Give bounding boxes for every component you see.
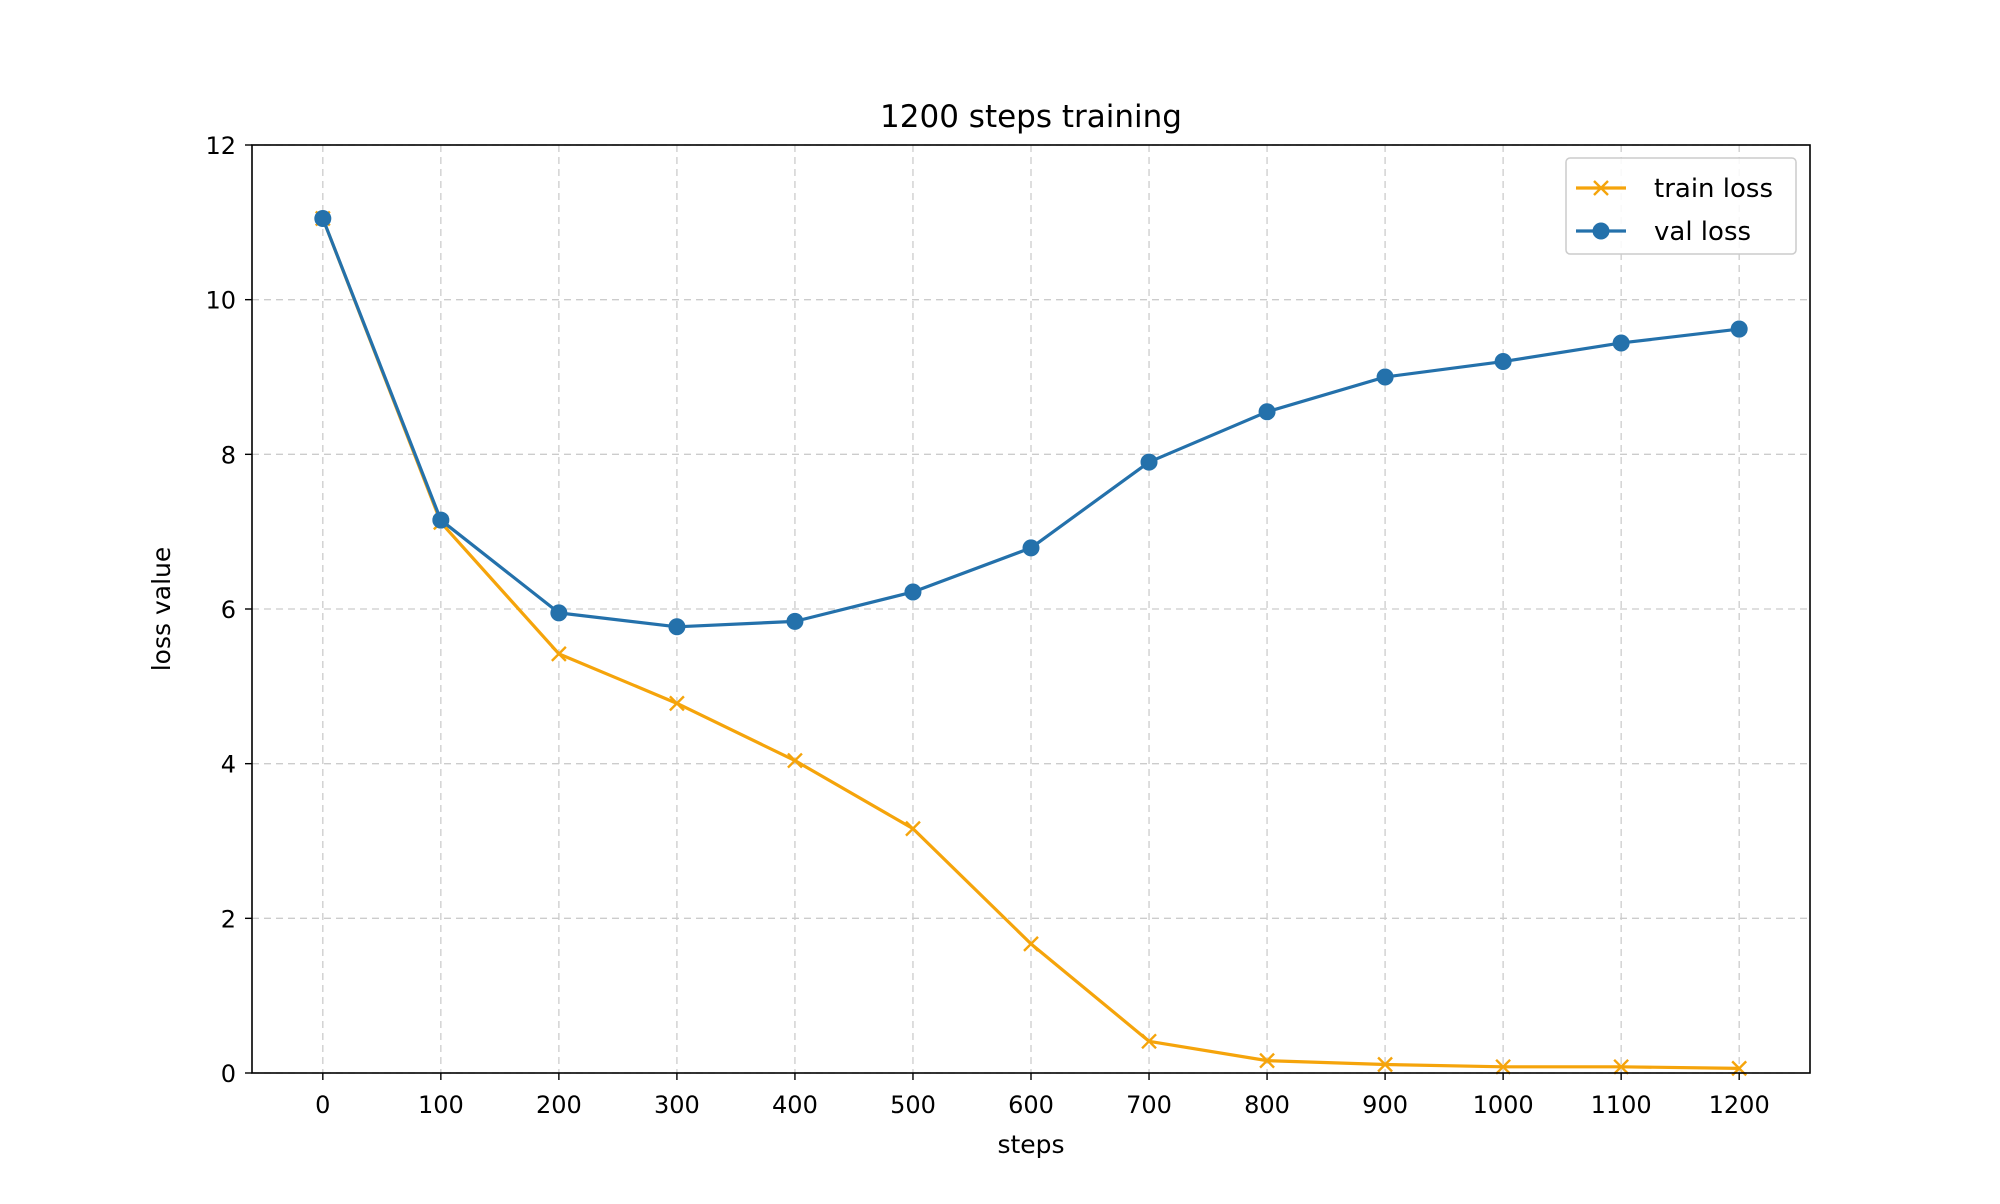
x-tick-label: 1200 xyxy=(1709,1091,1770,1119)
train-loss-point xyxy=(787,752,803,769)
y-tick-label: 4 xyxy=(221,751,236,779)
val-loss-point xyxy=(314,209,332,227)
train-loss-point xyxy=(551,646,567,662)
x-tick-label: 700 xyxy=(1126,1091,1172,1119)
val-loss-point xyxy=(1022,539,1040,557)
val-loss-point xyxy=(1140,453,1158,471)
y-tick-label: 12 xyxy=(205,132,236,160)
x-tick-label: 900 xyxy=(1362,1091,1408,1119)
train-loss-point xyxy=(1377,1056,1393,1073)
x-tick-label: 1000 xyxy=(1473,1091,1534,1119)
val-loss-point xyxy=(904,583,922,601)
legend-item-val-loss: val loss xyxy=(1576,217,1751,247)
val-loss-point xyxy=(432,511,450,529)
legend-label: train loss xyxy=(1654,174,1773,204)
y-tick-label: 8 xyxy=(221,441,236,469)
x-tick-label: 1100 xyxy=(1591,1091,1652,1119)
val-loss-point xyxy=(1612,334,1630,352)
train-loss-point xyxy=(1259,1052,1275,1069)
x-tick-label: 400 xyxy=(772,1091,818,1119)
train-loss-point xyxy=(905,820,921,837)
y-tick-label: 2 xyxy=(221,905,236,933)
train-loss-point xyxy=(1495,1058,1511,1075)
y-axis-label: loss value xyxy=(147,547,176,672)
val-loss-point xyxy=(1730,320,1748,338)
train-loss-point xyxy=(1613,1058,1630,1075)
legend-label: val loss xyxy=(1654,217,1751,247)
val-loss-point xyxy=(786,612,804,630)
y-tick-label: 10 xyxy=(205,287,236,315)
train-loss-point xyxy=(669,695,685,712)
x-tick-label: 800 xyxy=(1244,1091,1290,1119)
val-loss-point xyxy=(668,618,686,636)
legend-item-train-loss: train loss xyxy=(1576,174,1773,204)
val-loss-point xyxy=(1258,403,1276,421)
val-loss-point xyxy=(1494,353,1512,371)
val-loss-point xyxy=(1376,368,1394,386)
axis-ticks: 0 100 200 300 400 500 600 700 800 900 1000 1100 1200… xyxy=(205,132,1769,1119)
x-axis-label: steps xyxy=(997,1130,1064,1159)
series-layer xyxy=(314,209,1748,1077)
y-tick-label: 0 xyxy=(221,1060,236,1088)
x-tick-label: 0 xyxy=(315,1091,330,1119)
legend-train-loss-point xyxy=(1593,180,1609,196)
grid-lines xyxy=(252,144,1810,1074)
y-tick-label: 6 xyxy=(221,596,236,624)
x-tick-label: 500 xyxy=(890,1091,936,1119)
x-tick-label: 600 xyxy=(1008,1091,1054,1119)
x-tick-label: 100 xyxy=(418,1091,464,1119)
val-loss-point xyxy=(550,604,568,622)
x-tick-label: 200 xyxy=(536,1091,582,1119)
chart-title: 1200 steps training xyxy=(880,99,1182,135)
train-loss-point xyxy=(1141,1033,1157,1050)
legend: train loss val loss xyxy=(1565,157,1797,255)
legend-val-loss-point xyxy=(1592,222,1610,240)
x-tick-label: 300 xyxy=(654,1091,700,1119)
train-loss-point xyxy=(1023,936,1039,952)
